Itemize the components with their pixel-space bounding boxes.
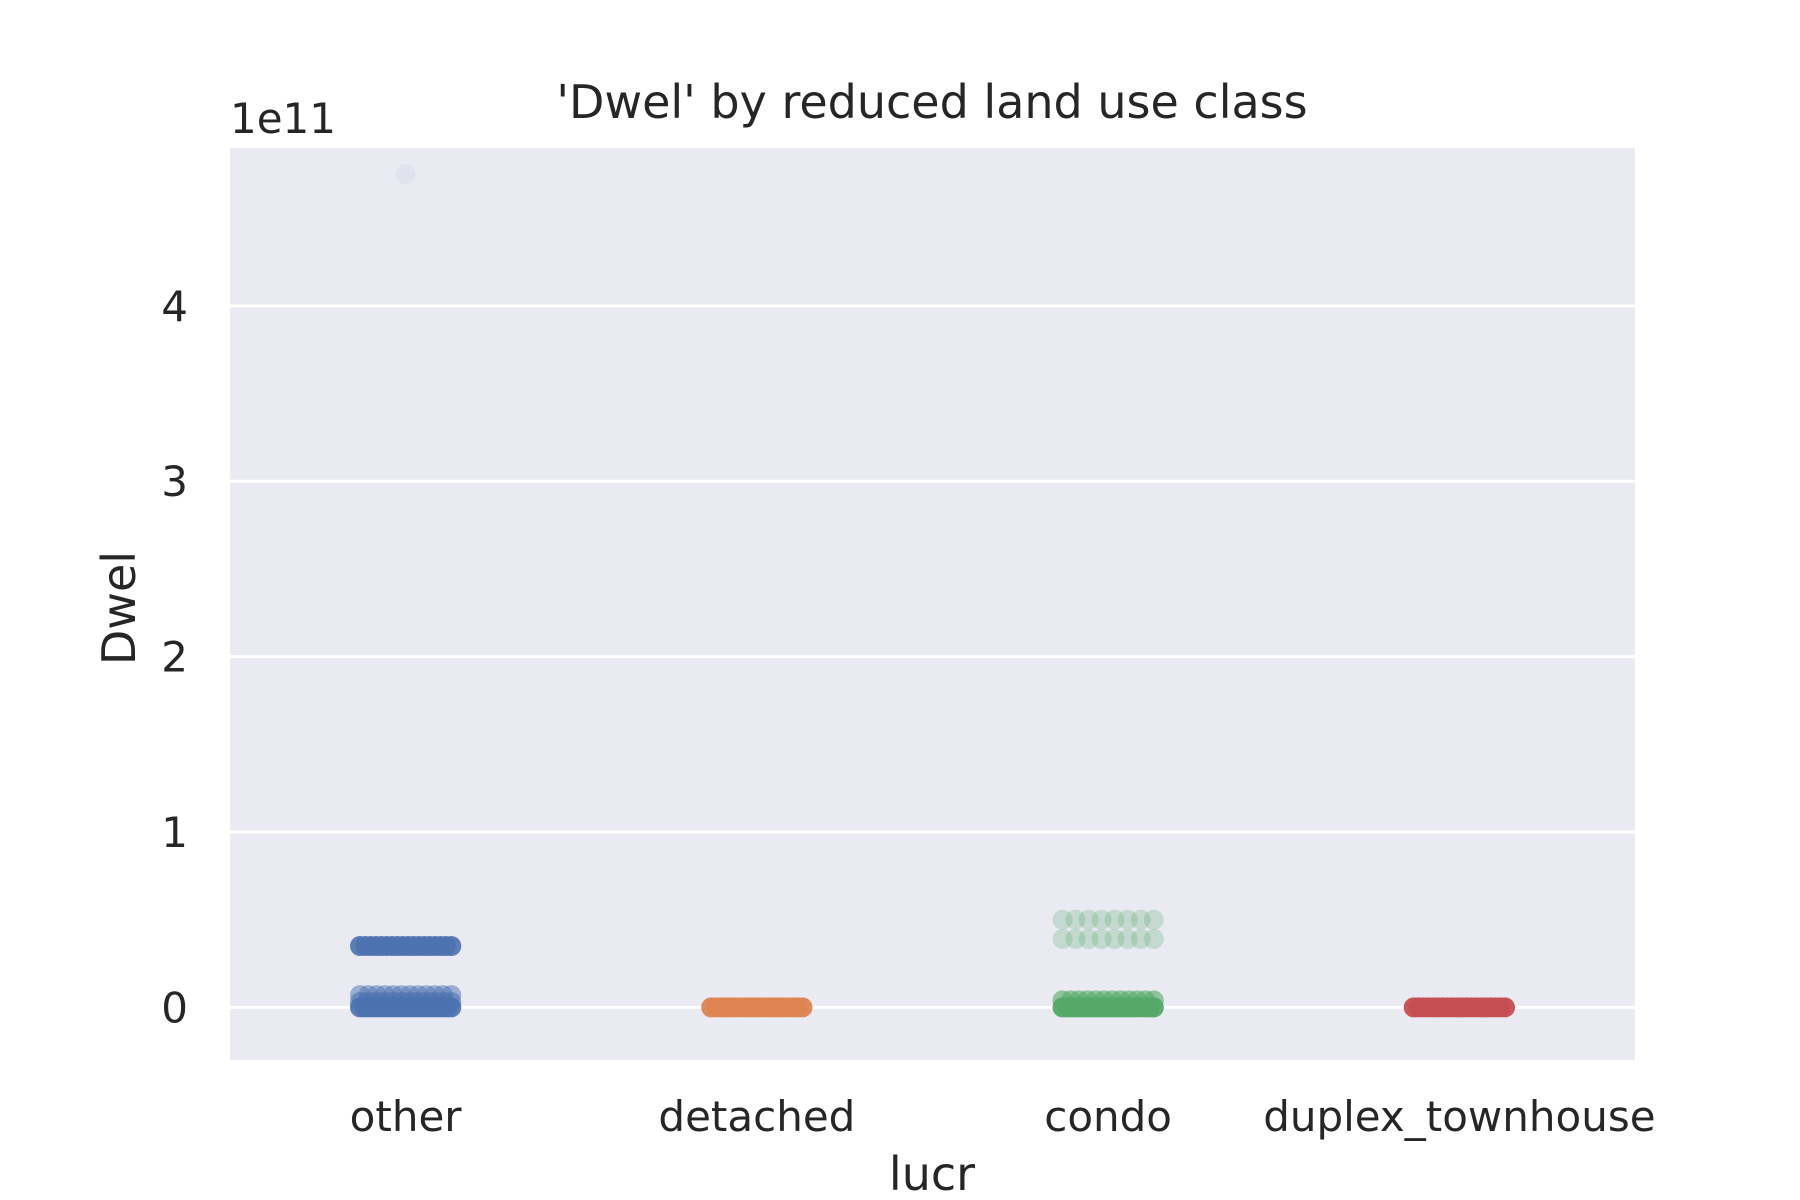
x-tick-label-condo: condo <box>1044 1092 1172 1141</box>
data-point-condo <box>1078 909 1099 930</box>
data-point-condo <box>1091 929 1112 949</box>
data-point-condo <box>1130 909 1151 930</box>
data-point-detached <box>792 997 813 1018</box>
data-point-condo <box>1052 929 1073 949</box>
y-axis-label: Dwel <box>92 551 146 665</box>
data-point-other <box>441 985 462 1006</box>
x-tick-label-other: other <box>350 1092 463 1141</box>
data-point-condo <box>1117 929 1138 949</box>
strip-points <box>350 164 1515 1018</box>
data-point-condo <box>1104 909 1125 930</box>
data-point-condo <box>1143 929 1164 949</box>
y-tick-labels: 0 1 2 3 4 <box>161 282 188 1033</box>
data-point-other <box>441 936 462 956</box>
x-axis-label: lucr <box>889 1147 975 1200</box>
grid-lines <box>230 304 1635 1009</box>
x-tick-label-duplex_townhouse: duplex_townhouse <box>1263 1092 1655 1141</box>
data-point-condo <box>1143 909 1164 930</box>
data-point-condo <box>1091 909 1112 930</box>
data-point-condo <box>1078 929 1099 949</box>
chart-title: 'Dwel' by reduced land use class <box>556 75 1307 129</box>
data-point-condo <box>1065 929 1086 949</box>
data-point-condo <box>1130 929 1151 949</box>
y-tick-label: 4 <box>161 282 188 331</box>
y-tick-label: 1 <box>161 808 188 857</box>
plot-background <box>230 148 1635 1060</box>
data-point-condo <box>1104 929 1125 949</box>
x-tick-label-detached: detached <box>658 1092 855 1141</box>
data-point-duplex_townhouse <box>1495 997 1515 1018</box>
x-tick-labels: other detached condo duplex_townhouse <box>350 1092 1656 1141</box>
y-tick-label: 2 <box>161 633 188 682</box>
data-point-condo <box>1117 909 1138 930</box>
data-point-condo <box>1052 909 1073 930</box>
data-point-condo <box>1143 990 1164 1011</box>
y-offset-label: 1e11 <box>230 94 336 143</box>
y-tick-label: 3 <box>161 457 188 506</box>
outlier-point-other <box>395 164 416 185</box>
data-point-condo <box>1065 909 1086 930</box>
y-tick-label: 0 <box>161 983 188 1032</box>
